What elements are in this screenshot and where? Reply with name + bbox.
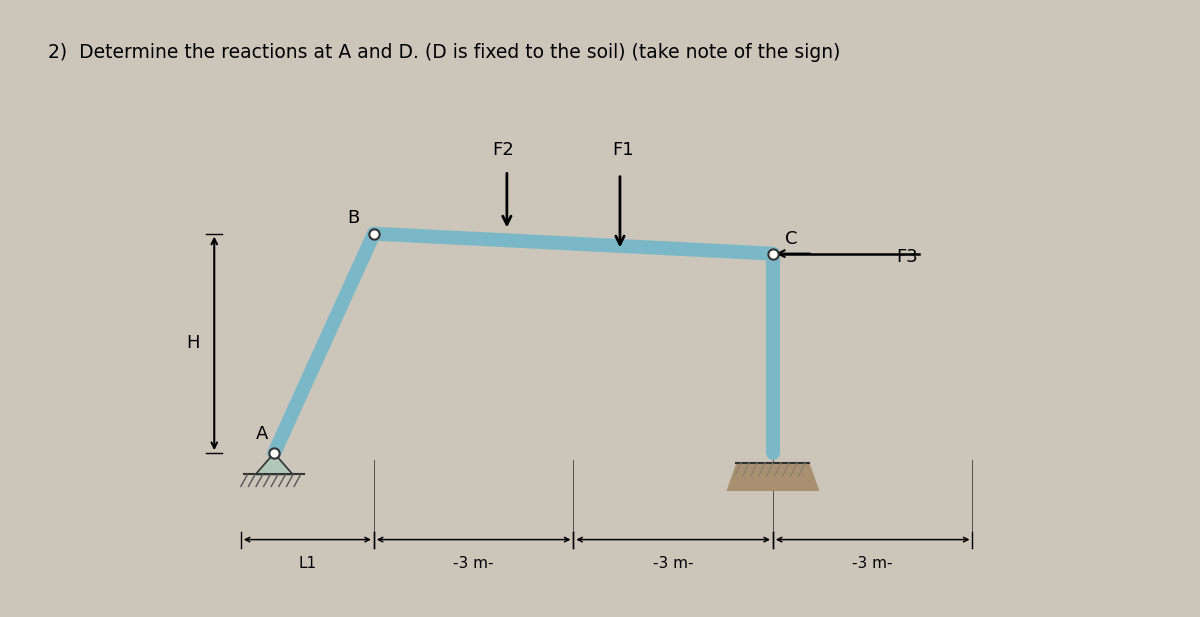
Text: D: D — [787, 463, 802, 481]
Polygon shape — [726, 463, 820, 491]
Text: F1: F1 — [612, 141, 634, 159]
Polygon shape — [256, 453, 293, 474]
Point — [763, 249, 782, 259]
Text: H: H — [186, 334, 199, 352]
Point — [365, 229, 384, 239]
Text: C: C — [785, 230, 797, 248]
Text: F3: F3 — [896, 248, 918, 266]
Text: L1: L1 — [299, 556, 317, 571]
Text: F2: F2 — [493, 141, 515, 159]
Text: -3 m-: -3 m- — [454, 556, 494, 571]
Text: 2)  Determine the reactions at A and D. (D is fixed to the soil) (take note of t: 2) Determine the reactions at A and D. (… — [48, 43, 840, 62]
Text: B: B — [347, 209, 359, 227]
Point — [264, 448, 283, 458]
Text: A: A — [256, 425, 269, 443]
Text: -3 m-: -3 m- — [852, 556, 893, 571]
Text: -3 m-: -3 m- — [653, 556, 694, 571]
